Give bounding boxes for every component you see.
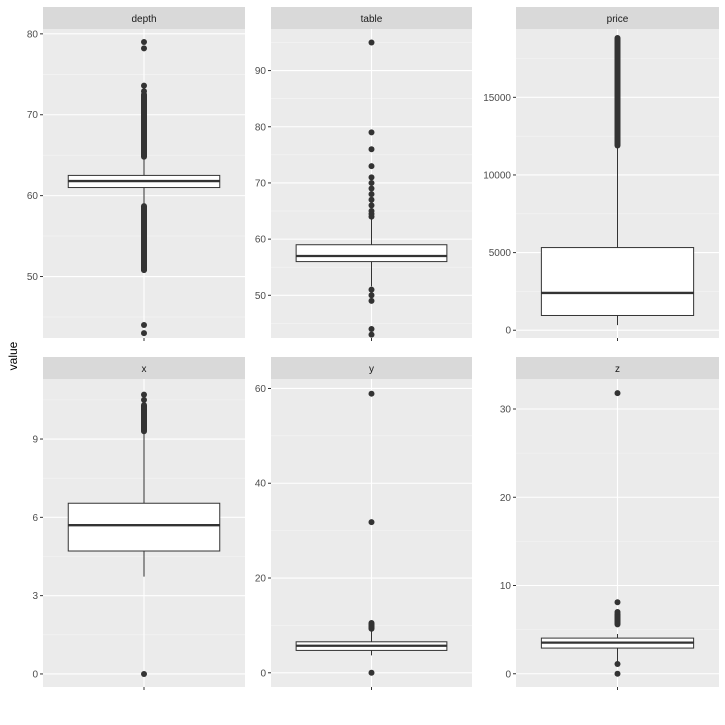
facet-y-outlier-point [368, 669, 375, 676]
facet-table-outlier-point [368, 202, 375, 209]
facet-z: z 0 10 20 30 [500, 357, 719, 690]
facet-table-outlier-point [368, 174, 375, 181]
facet-table-outlier-point [368, 331, 375, 338]
facet-y-strip [271, 357, 472, 379]
facet-price-y-tick-label: 10000 [483, 170, 511, 181]
facet-depth-outlier-cluster [141, 91, 147, 160]
facet-price-y-tick-label: 15000 [483, 93, 511, 104]
facet-depth-outlier-point [141, 82, 147, 89]
facet-z-outlier-point [614, 608, 621, 615]
facet-depth-outlier-point [141, 322, 147, 329]
facet-z-y-tick-label: 10 [500, 581, 512, 592]
facet-table-outlier-point [368, 191, 375, 198]
facet-price: price 0 5000 10000 15000 [483, 7, 719, 341]
facet-table-y-tick-label: 90 [255, 66, 267, 77]
facet-depth-y-tick-label: 60 [27, 191, 39, 202]
facet-table-outlier-point [368, 146, 375, 153]
facet-y: y 0 20 40 60 [255, 357, 472, 690]
facet-z-y-tick-label: 20 [500, 493, 512, 504]
facet-z-outlier-point [614, 670, 621, 677]
facet-z-outlier-point [614, 661, 621, 668]
facet-table-outlier-point [368, 326, 375, 333]
facet-table-outlier-point [368, 129, 375, 136]
facet-z-outlier-point [614, 599, 621, 606]
facet-table-box [295, 244, 448, 263]
facet-price-y-tick-label: 5000 [489, 248, 512, 259]
facet-depth-y-tick-label: 80 [27, 29, 39, 40]
facet-table-outlier-point [368, 297, 375, 304]
facet-y-y-tick-label: 40 [255, 479, 267, 490]
facet-y-outlier-point [368, 390, 375, 397]
facet-depth-outlier-point [141, 45, 147, 52]
facet-y-y-tick-label: 20 [255, 574, 267, 585]
facet-x-box [67, 502, 221, 552]
facet-x-outlier-point [141, 670, 147, 677]
facet-depth-outlier-cluster [141, 203, 147, 274]
facet-table-y-tick-label: 80 [255, 122, 267, 133]
facet-x-y-tick-label: 3 [32, 591, 38, 602]
facet-y-outlier-cluster [368, 620, 375, 632]
facet-table-outlier-point [368, 286, 375, 293]
facet-depth-outlier-point [141, 38, 147, 45]
facet-depth-outlier-point [141, 267, 147, 274]
facet-y-y-tick-label: 0 [260, 668, 266, 679]
facet-table-strip-label: table [361, 14, 383, 25]
facet-x-outlier-point [141, 404, 147, 411]
facet-z-strip-label: z [615, 364, 620, 375]
facet-z-y-tick-label: 30 [500, 405, 512, 416]
facet-table-outlier-point [368, 39, 375, 46]
facet-depth-outlier-point [141, 330, 147, 337]
facet-z-outlier-cluster [614, 610, 621, 628]
facet-table-strip [271, 7, 472, 29]
facet-table-y-tick-label: 70 [255, 178, 267, 189]
facet-table-outlier-point [368, 292, 375, 299]
facet-table-outlier-point [368, 179, 375, 186]
facet-z-y-tick-label: 0 [505, 669, 511, 680]
facet-depth-y-tick-label: 70 [27, 110, 39, 121]
facet-z-strip [516, 357, 719, 379]
facet-depth-strip-label: depth [131, 14, 156, 25]
facet-x-strip [43, 357, 245, 379]
facet-y-y-tick-label: 60 [255, 384, 267, 395]
facet-table-y-tick-label: 60 [255, 235, 267, 246]
facet-x-outlier-point [141, 391, 147, 398]
facet-y-outlier-point [368, 519, 375, 526]
facet-x: x 0 3 6 9 [32, 357, 245, 690]
facet-price-y-tick-label: 0 [505, 326, 511, 337]
facet-table-y-tick-label: 50 [255, 291, 267, 302]
facet-y-strip-label: y [369, 364, 374, 375]
facet-x-outlier-point [141, 396, 147, 403]
facet-price-outlier-cluster [614, 34, 621, 149]
facet-depth-outlier-point [141, 88, 147, 95]
facet-table: table 50 60 70 80 90 [255, 7, 472, 341]
facet-price-strip-label: price [607, 14, 629, 25]
facet-x-y-tick-label: 6 [32, 513, 38, 524]
facet-depth-y-tick-label: 50 [27, 272, 39, 283]
facet-x-strip-label: x [142, 364, 147, 375]
facet-x-y-tick-label: 0 [32, 669, 38, 680]
facet-depth-strip [43, 7, 245, 29]
facet-table-outlier-point [368, 196, 375, 203]
facet-table-outlier-point [368, 163, 375, 170]
y-axis-title: value [6, 341, 20, 370]
facet-price-box [540, 247, 695, 316]
facet-table-outlier-point [368, 185, 375, 192]
facet-price-strip [516, 7, 719, 29]
facet-depth: depth 50 60 70 80 [27, 7, 245, 341]
facet-table-outlier-point [368, 213, 375, 220]
facet-x-y-tick-label: 9 [32, 435, 38, 446]
facet-z-outlier-point [614, 390, 621, 397]
